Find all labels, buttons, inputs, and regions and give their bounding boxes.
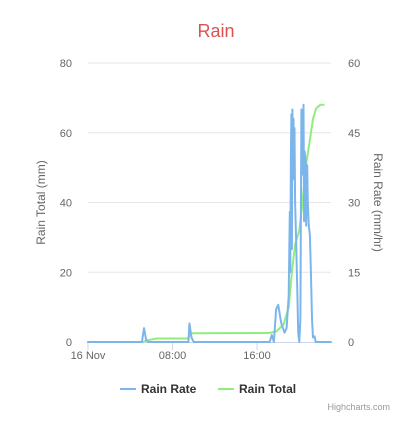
y-right-tick-label: 30 <box>348 198 360 210</box>
y-left-tick-label: 0 <box>66 337 72 349</box>
y-right-tick-label: 60 <box>348 58 360 70</box>
credits-link[interactable]: Highcharts.com <box>327 402 390 412</box>
y-right-tick-label: 15 <box>348 267 360 279</box>
x-tick-label: 16 Nov <box>71 350 106 362</box>
legend-label: Rain Total <box>239 382 296 396</box>
y-left-tick-label: 60 <box>60 128 72 140</box>
y-right-tick-label: 0 <box>348 337 354 349</box>
series-line-rain-rate <box>87 103 332 343</box>
x-tick-label: 08:00 <box>159 350 187 362</box>
series-layer <box>87 103 332 343</box>
y-left-axis-title: Rain Total (mm) <box>34 160 48 244</box>
axis-layer: 0 20 40 60 80 0 15 30 45 60 16 Nov 08:00 16:00 <box>60 58 361 362</box>
chart-title: Rain <box>197 21 234 41</box>
x-tick-label: 16:00 <box>243 350 271 362</box>
y-left-tick-label: 40 <box>60 198 72 210</box>
legend-label: Rain Rate <box>141 382 197 396</box>
legend: Rain Rate Rain Total <box>120 382 296 396</box>
y-left-tick-label: 20 <box>60 267 72 279</box>
y-right-axis-title: Rain Rate (mm/hr) <box>371 153 385 252</box>
y-right-tick-label: 45 <box>348 128 360 140</box>
legend-item-rain-rate[interactable]: Rain Rate <box>120 382 197 396</box>
legend-item-rain-total[interactable]: Rain Total <box>218 382 296 396</box>
y-left-tick-label: 80 <box>60 58 72 70</box>
